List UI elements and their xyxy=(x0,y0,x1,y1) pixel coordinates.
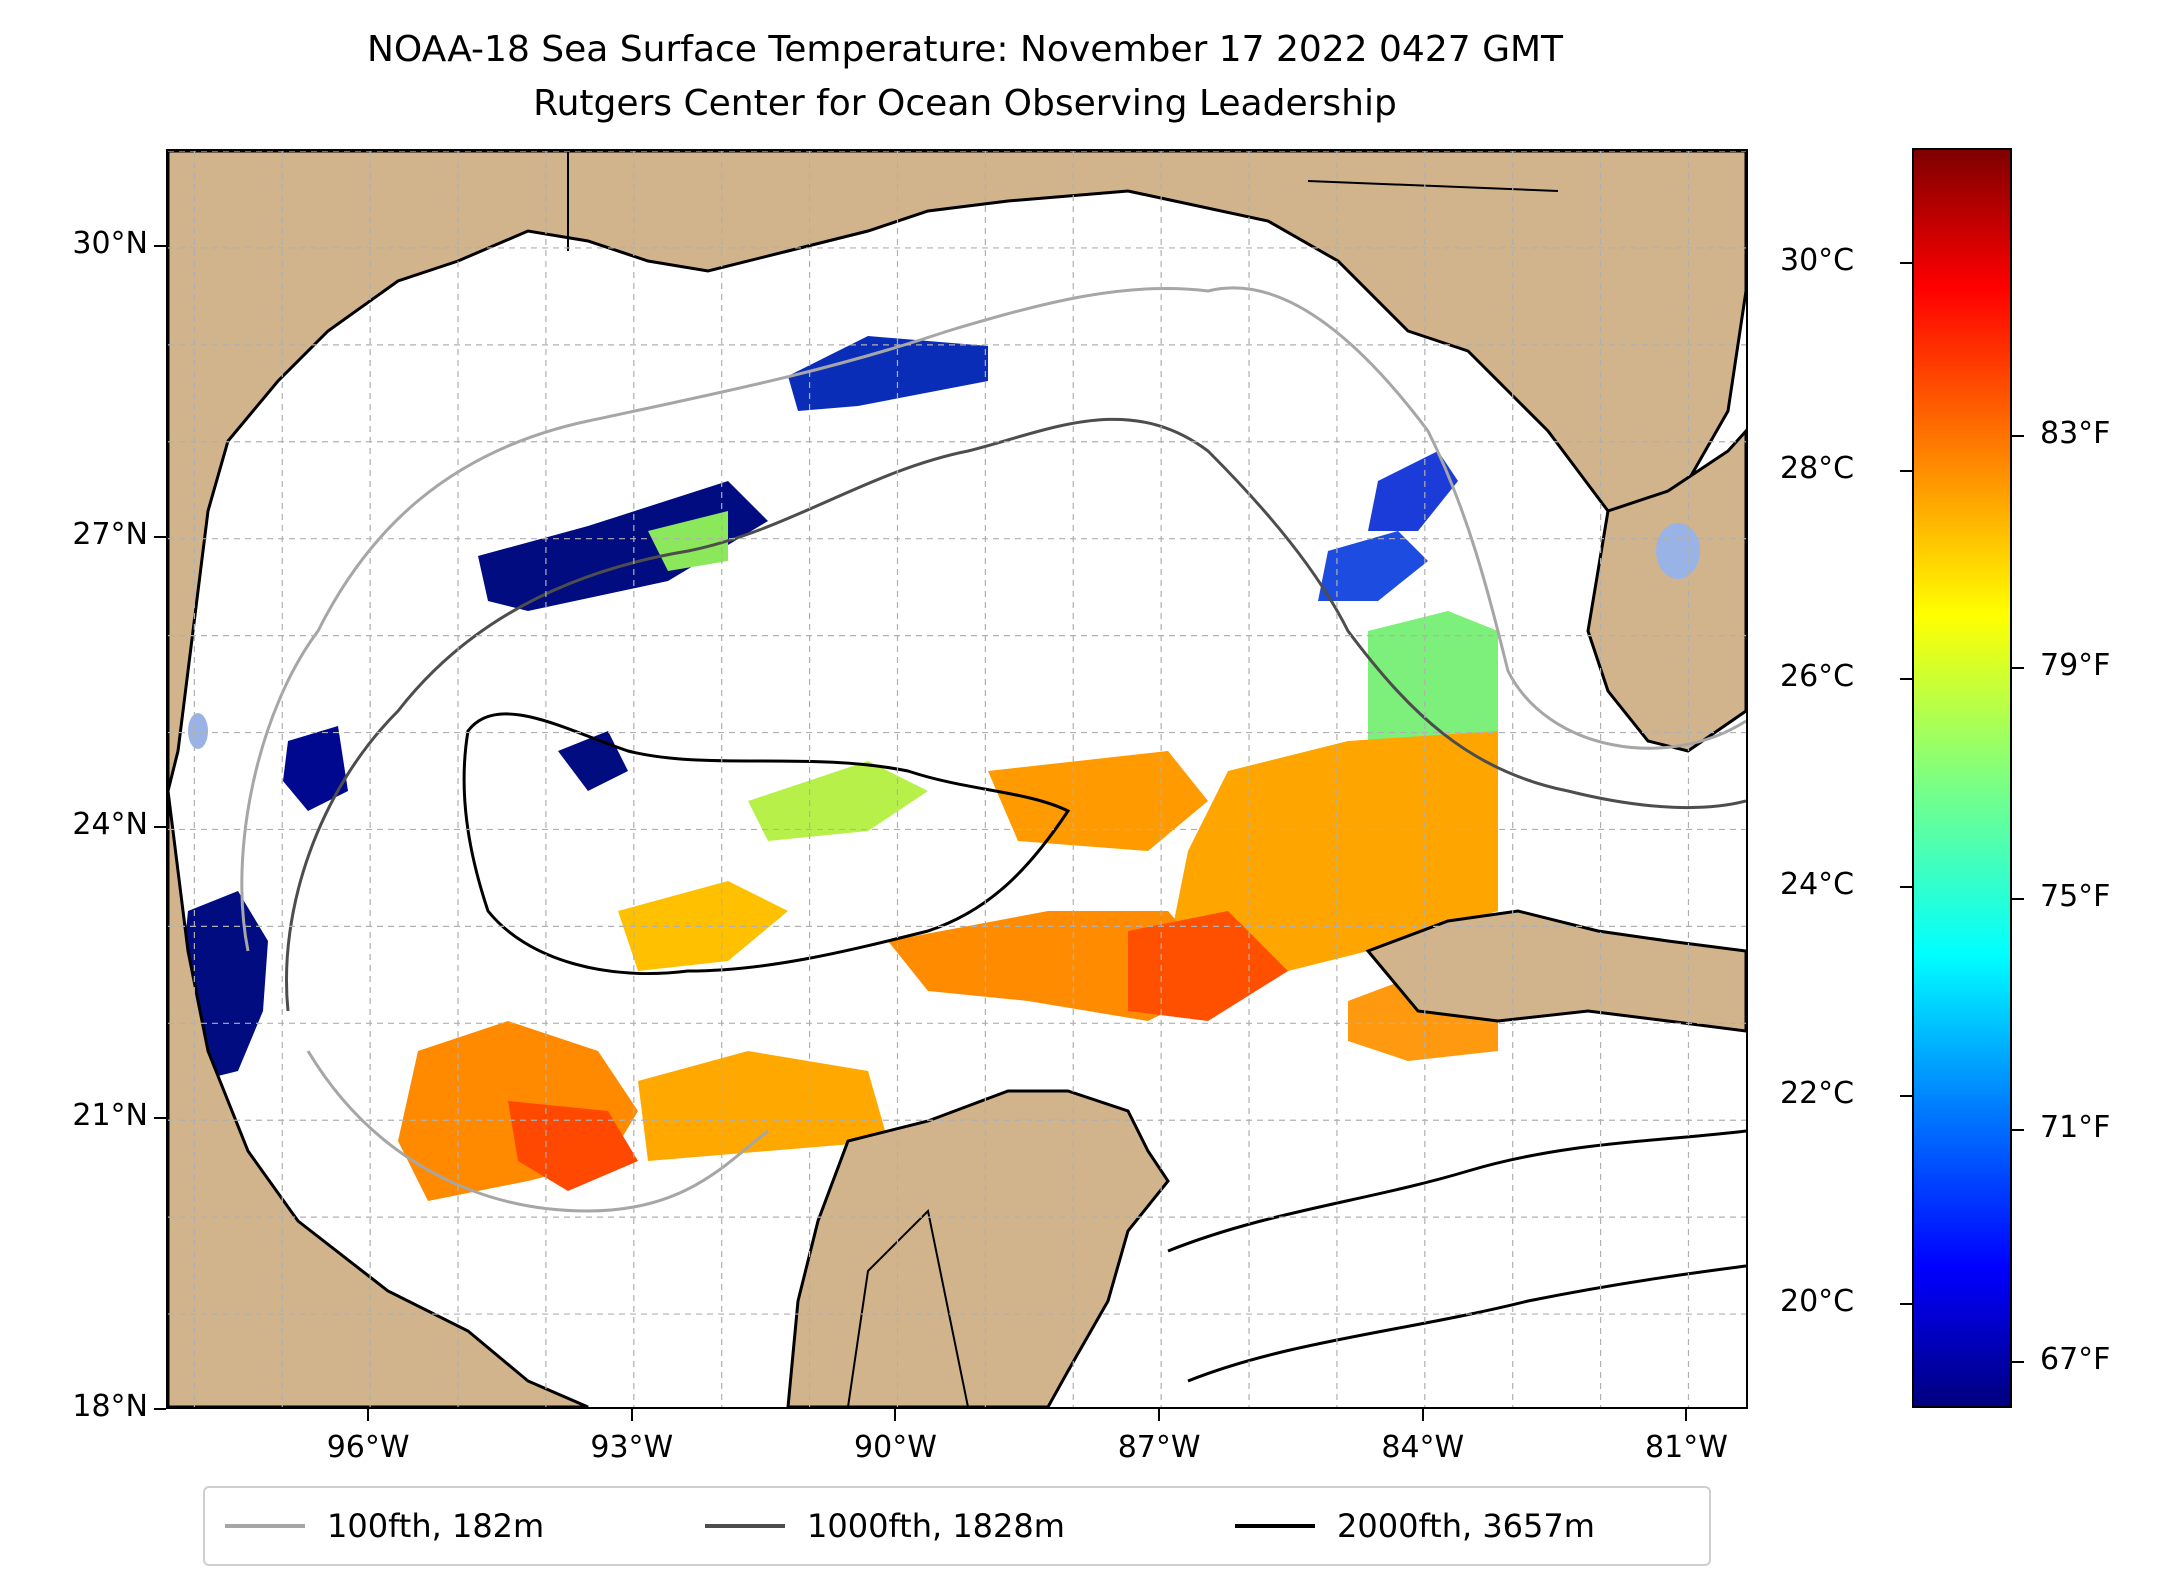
lat-tick-mark xyxy=(154,826,166,829)
lat-tick-label: 21°N xyxy=(72,1098,148,1134)
lat-tick-label: 24°N xyxy=(72,807,148,843)
land-cuba xyxy=(1365,909,1746,1033)
colorbar-fahrenheit-label: 71°F xyxy=(2040,1110,2111,1146)
sst-patch-east-warm xyxy=(1168,731,1498,981)
chart-title: NOAA-18 Sea Surface Temperature: Novembe… xyxy=(366,29,1564,70)
lat-tick-mark xyxy=(154,1408,166,1410)
contour-2000fth xyxy=(462,712,1071,975)
contour-1000fth xyxy=(284,417,1746,1012)
colorbar-fahrenheit-tick xyxy=(2012,1360,2024,1363)
legend-label-2000fth: 2000fth, 3657m xyxy=(1337,1507,1595,1545)
colorbar-celsius-tick xyxy=(1900,886,1912,889)
colorbar-fahrenheit-tick xyxy=(2012,666,2024,669)
bathymetry-legend: 100fth, 182m 1000fth, 1828m 2000fth, 365… xyxy=(203,1486,1711,1566)
land-mexico-west xyxy=(168,790,589,1407)
contour-2000fth-caribbean xyxy=(1167,1129,1746,1253)
colorbar-celsius-tick xyxy=(1900,261,1912,264)
legend-swatch-2000fth xyxy=(1235,1524,1315,1528)
lon-tick-label: 96°W xyxy=(326,1430,410,1465)
legend-label-100fth: 100fth, 182m xyxy=(327,1507,545,1545)
colorbar-fahrenheit-label: 75°F xyxy=(2040,878,2111,914)
land-masses xyxy=(168,151,1746,1407)
sst-patch-la-yellow xyxy=(618,881,788,971)
sst-patch-central-warm xyxy=(638,1051,888,1161)
colorbar-fahrenheit-label: 67°F xyxy=(2040,1341,2111,1377)
lat-tick-label: 27°N xyxy=(72,516,148,552)
colorbar-celsius-label: 24°C xyxy=(1780,867,1855,903)
lat-tick-label: 18°N xyxy=(72,1389,148,1424)
colorbar-celsius-tick xyxy=(1900,469,1912,472)
colorbar-fahrenheit-tick xyxy=(2012,435,2024,438)
lat-tick-mark xyxy=(154,1117,166,1120)
legend-label-1000fth: 1000fth, 1828m xyxy=(807,1507,1065,1545)
sst-patch-texas-cold xyxy=(283,726,348,811)
colorbar-fahrenheit-tick xyxy=(2012,1129,2024,1132)
colorbar-celsius-label: 30°C xyxy=(1780,242,1855,278)
colorbar-celsius-label: 26°C xyxy=(1780,659,1855,695)
lon-tick-label: 87°W xyxy=(1117,1430,1201,1465)
colorbar-celsius-label: 20°C xyxy=(1780,1283,1855,1319)
sst-patch-louisiana-cold xyxy=(478,481,768,611)
graticule xyxy=(168,151,1746,1407)
lat-tick-label: 30°N xyxy=(72,225,148,261)
bathymetry-contours xyxy=(240,286,1746,1383)
colorbar-celsius-label: 28°C xyxy=(1780,450,1855,486)
sst-patch-fl-panhandle-cold xyxy=(1368,451,1458,531)
legend-item-100fth: 100fth, 182m xyxy=(225,1488,544,1564)
contour-2000fth-caribbean-2 xyxy=(1187,1264,1746,1383)
lon-tick-mark xyxy=(1685,1409,1688,1421)
colorbar-celsius-tick xyxy=(1900,1094,1912,1097)
lon-tick-label: 84°W xyxy=(1381,1430,1465,1465)
lon-tick-mark xyxy=(894,1409,897,1421)
chart-subtitle: Rutgers Center for Ocean Observing Leade… xyxy=(533,83,1397,124)
colorbar-celsius-label: 22°C xyxy=(1780,1075,1855,1111)
sst-patch-channel-hot xyxy=(1128,911,1288,1021)
sst-colorbar xyxy=(1912,148,2012,1408)
sst-map xyxy=(168,151,1746,1407)
lon-tick-mark xyxy=(1158,1409,1161,1421)
lon-tick-label: 93°W xyxy=(590,1430,674,1465)
colorbar-fahrenheit-label: 79°F xyxy=(2040,647,2111,683)
lon-tick-label: 81°W xyxy=(1645,1430,1728,1465)
colorbar-fahrenheit-tick xyxy=(2012,897,2024,900)
land-florida-peninsula xyxy=(1586,428,1746,753)
colorbar-celsius-tick xyxy=(1900,678,1912,681)
legend-item-1000fth: 1000fth, 1828m xyxy=(705,1488,1065,1564)
contour-100fth xyxy=(240,286,1746,952)
lon-tick-mark xyxy=(1421,1409,1424,1421)
sst-patch-central-green xyxy=(748,761,928,841)
sst-patch-mid-orange xyxy=(988,751,1208,851)
contour-100fth-south xyxy=(306,1050,769,1213)
sst-patch-campeche-hot xyxy=(508,1101,638,1191)
lat-tick-mark xyxy=(154,244,166,247)
lake-okeechobee xyxy=(1656,523,1700,579)
sst-patch-florida-cold xyxy=(1318,531,1428,601)
state-border-fl xyxy=(1307,180,1559,192)
lake-texas xyxy=(188,713,208,749)
legend-item-2000fth: 2000fth, 3657m xyxy=(1235,1488,1595,1564)
lon-tick-mark xyxy=(367,1409,370,1421)
colorbar-celsius-tick xyxy=(1900,1302,1912,1305)
legend-swatch-1000fth xyxy=(705,1524,785,1528)
lon-tick-mark xyxy=(630,1409,633,1421)
lat-tick-mark xyxy=(154,535,166,538)
legend-swatch-100fth xyxy=(225,1524,305,1528)
colorbar-fahrenheit-label: 83°F xyxy=(2040,416,2111,452)
lon-tick-label: 90°W xyxy=(854,1430,937,1465)
map-panel xyxy=(166,149,1748,1409)
sst-patch-north-cold xyxy=(788,336,988,411)
